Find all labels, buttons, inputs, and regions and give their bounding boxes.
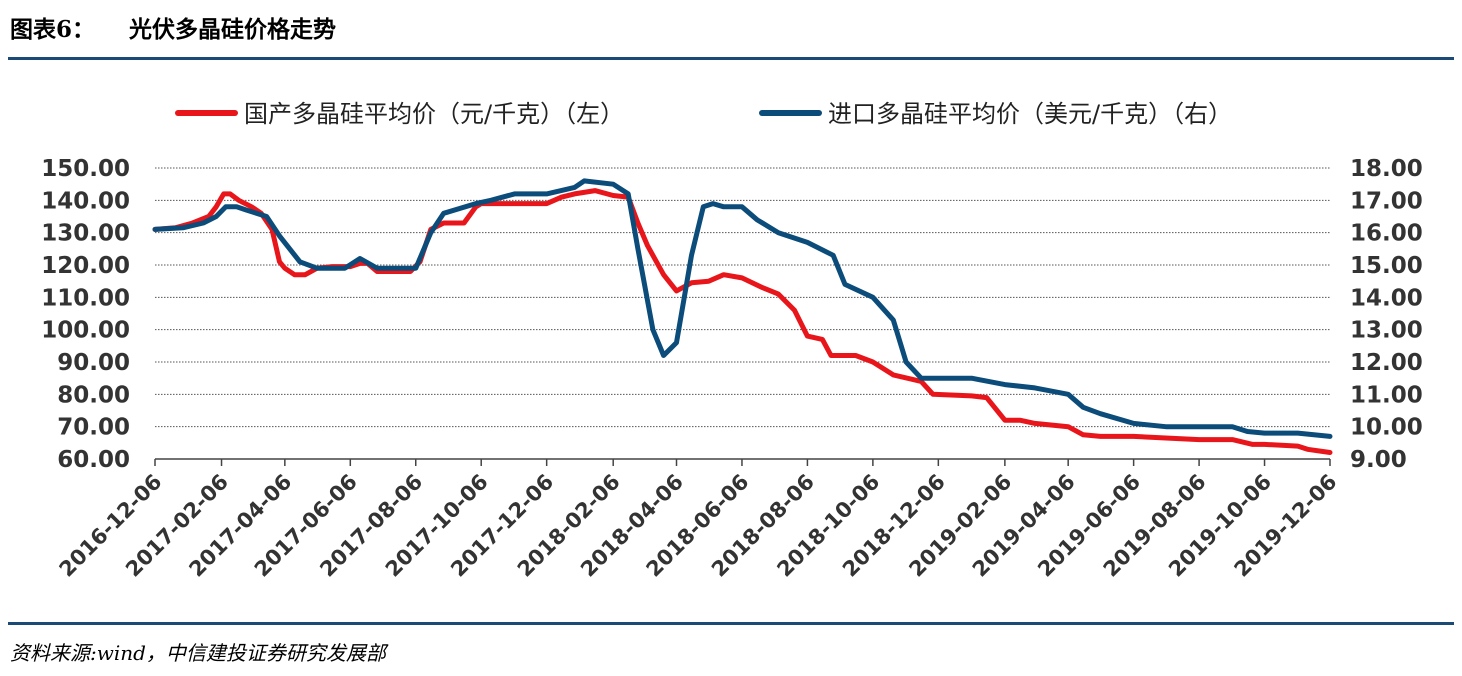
series-lines	[152, 178, 1333, 455]
right-tick-label: 10.00	[1350, 415, 1423, 441]
right-tick-label: 17.00	[1350, 188, 1423, 214]
figure-title: 图表6： 光伏多晶硅价格走势	[10, 10, 336, 44]
right-tick-label: 16.00	[1350, 221, 1423, 247]
legend-label-domestic: 国产多晶硅平均价（元/千克）（左）	[244, 100, 624, 128]
right-tick-label: 18.00	[1350, 156, 1423, 182]
left-axis-ticks: 60.00 70.00 80.00 90.00 100.00 110.00 120.00 13…	[41, 156, 130, 473]
bottom-divider	[8, 622, 1454, 625]
left-tick-label: 110.00	[41, 285, 130, 311]
x-axis-ticks: 2016-12-062017-02-062017-04-062017-06-06…	[55, 458, 1342, 582]
right-tick-label: 15.00	[1350, 253, 1423, 279]
legend-label-import: 进口多晶硅平均价（美元/千克）（右）	[828, 100, 1232, 128]
right-tick-label: 14.00	[1350, 285, 1423, 311]
right-tick-label: 9.00	[1350, 447, 1407, 473]
right-tick-label: 13.00	[1350, 318, 1423, 344]
left-tick-label: 100.00	[41, 318, 130, 344]
series-import-line	[152, 178, 1333, 439]
top-divider	[8, 57, 1454, 60]
left-tick-label: 60.00	[57, 447, 130, 473]
left-tick-label: 140.00	[41, 188, 130, 214]
series-domestic-line	[152, 188, 1333, 455]
chart-legend: 国产多晶硅平均价（元/千克）（左） 进口多晶硅平均价（美元/千克）（右）	[175, 100, 1232, 128]
figure-label: 图表6：	[10, 16, 96, 43]
left-tick-label: 90.00	[57, 350, 130, 376]
left-tick-label: 70.00	[57, 415, 130, 441]
left-tick-label: 150.00	[41, 156, 130, 182]
left-tick-label: 130.00	[41, 221, 130, 247]
left-tick-label: 80.00	[57, 382, 130, 408]
right-tick-label: 11.00	[1350, 382, 1423, 408]
right-tick-label: 12.00	[1350, 350, 1423, 376]
source-note: 资料来源:wind，中信建投证券研究发展部	[10, 641, 386, 665]
right-axis-ticks: 9.00 10.00 11.00 12.00 13.00 14.00 15.00 16.00 1…	[1350, 156, 1423, 473]
price-chart: 国产多晶硅平均价（元/千克）（左） 进口多晶硅平均价（美元/千克）（右） 60.…	[41, 100, 1423, 582]
figure-name: 光伏多晶硅价格走势	[129, 16, 337, 43]
left-tick-label: 120.00	[41, 253, 130, 279]
